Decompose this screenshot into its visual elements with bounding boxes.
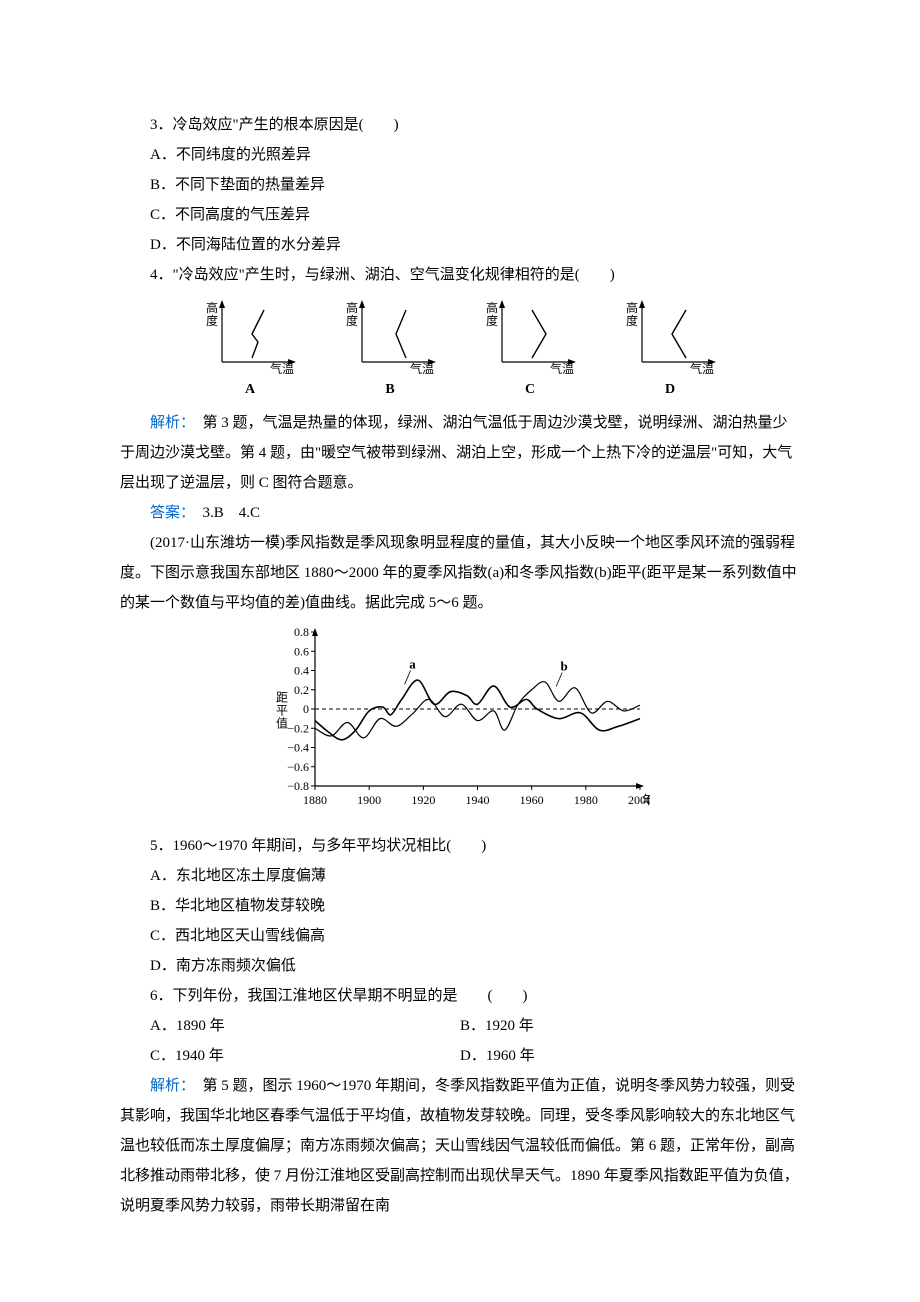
q6-options-1: A．1890 年 B．1920 年 [120, 1011, 800, 1041]
q5-option-b: B．华北地区植物发芽较晚 [120, 891, 800, 921]
q3-stem: 3．冷岛效应"产生的根本原因是( ) [120, 110, 800, 140]
svg-text:0.6: 0.6 [294, 644, 309, 658]
q4-figure-row: 高度气温 A 高度气温 B 高度气温 C 高度气温 D [120, 298, 800, 404]
q4-explain: 解析： 第 3 题，气温是热量的体现，绿洲、湖泊气温低于周边沙漠戈壁，说明绿洲、… [120, 408, 800, 498]
svg-text:−0.2: −0.2 [287, 721, 309, 735]
svg-text:−0.8: −0.8 [287, 779, 309, 793]
q6-option-c: C．1940 年 [120, 1041, 460, 1071]
q6-stem: 6．下列年份，我国江淮地区伏旱期不明显的是 ( ) [120, 981, 800, 1011]
svg-text:b: b [561, 659, 568, 674]
q4-stem: 4．"冷岛效应"产生时，与绿洲、湖泊、空气温变化规律相符的是( ) [120, 260, 800, 290]
svg-text:0.4: 0.4 [294, 664, 309, 678]
svg-text:度: 度 [486, 313, 498, 328]
svg-text:1900: 1900 [357, 793, 381, 807]
svg-text:高: 高 [206, 300, 218, 315]
mini-chart-label: B [335, 376, 445, 404]
q5-option-a: A．东北地区冻土厚度偏薄 [120, 861, 800, 891]
svg-text:值: 值 [276, 716, 288, 731]
svg-text:年份: 年份 [642, 793, 650, 807]
line-chart-container: −0.8 −0.6 −0.4 −0.2 0 0.2 0.4 0.6 0.8 1880 1900 192… [120, 624, 800, 825]
svg-text:−0.6: −0.6 [287, 760, 309, 774]
svg-text:a: a [409, 657, 416, 672]
mini-chart-b: 高度气温 B [335, 298, 445, 404]
svg-text:气温: 气温 [690, 361, 714, 374]
mini-chart-label: A [195, 376, 305, 404]
svg-text:度: 度 [206, 313, 218, 328]
mini-chart-svg: 高度气温 [340, 298, 440, 374]
q6-explain: 解析： 第 5 题，图示 1960～1970 年期间，冬季风指数距平值为正值，说… [120, 1071, 800, 1221]
svg-text:0.8: 0.8 [294, 625, 309, 639]
answer-text: 3.B 4.C [188, 505, 261, 521]
mini-chart-label: C [475, 376, 585, 404]
svg-text:平: 平 [276, 704, 288, 718]
mini-chart-svg: 高度气温 [620, 298, 720, 374]
svg-text:度: 度 [346, 313, 358, 328]
svg-text:度: 度 [626, 313, 638, 328]
mini-chart-d: 高度气温 D [615, 298, 725, 404]
svg-text:1980: 1980 [574, 793, 598, 807]
q6-options-2: C．1940 年 D．1960 年 [120, 1041, 800, 1071]
svg-text:距: 距 [276, 691, 288, 705]
q3-option-a: A．不同纬度的光照差异 [120, 140, 800, 170]
explain-text: 第 5 题，图示 1960～1970 年期间，冬季风指数距平值为正值，说明冬季风… [120, 1078, 799, 1214]
line-chart-svg: −0.8 −0.6 −0.4 −0.2 0 0.2 0.4 0.6 0.8 1880 1900 192… [270, 624, 650, 814]
q6-option-a: A．1890 年 [120, 1011, 460, 1041]
svg-text:气温: 气温 [270, 361, 294, 374]
mini-chart-c: 高度气温 C [475, 298, 585, 404]
q6-option-d: D．1960 年 [460, 1041, 800, 1071]
mini-chart-svg: 高度气温 [200, 298, 300, 374]
svg-text:高: 高 [346, 300, 358, 315]
q5-option-d: D．南方冻雨频次偏低 [120, 951, 800, 981]
svg-text:0.2: 0.2 [294, 683, 309, 697]
svg-text:−0.4: −0.4 [287, 741, 309, 755]
mini-chart-label: D [615, 376, 725, 404]
svg-text:1960: 1960 [520, 793, 544, 807]
explain-label: 解析： [150, 415, 188, 431]
answer-label: 答案： [150, 505, 188, 521]
svg-text:气温: 气温 [410, 361, 434, 374]
explain-text: 第 3 题，气温是热量的体现，绿洲、湖泊气温低于周边沙漠戈壁，说明绿洲、湖泊热量… [120, 415, 792, 491]
passage-text: (2017·山东潍坊一模)季风指数是季风现象明显程度的量值，其大小反映一个地区季… [120, 528, 800, 618]
q5-option-c: C．西北地区天山雪线偏高 [120, 921, 800, 951]
q3-option-b: B．不同下垫面的热量差异 [120, 170, 800, 200]
q3-option-d: D．不同海陆位置的水分差异 [120, 230, 800, 260]
q4-answer: 答案： 3.B 4.C [120, 498, 800, 528]
svg-text:0: 0 [303, 702, 309, 716]
svg-text:1920: 1920 [411, 793, 435, 807]
q5-stem: 5．1960～1970 年期间，与多年平均状况相比( ) [120, 831, 800, 861]
mini-chart-svg: 高度气温 [480, 298, 580, 374]
mini-chart-a: 高度气温 A [195, 298, 305, 404]
svg-text:高: 高 [486, 300, 498, 315]
svg-text:1880: 1880 [303, 793, 327, 807]
explain-label: 解析： [150, 1078, 188, 1094]
svg-text:1940: 1940 [466, 793, 490, 807]
svg-text:气温: 气温 [550, 361, 574, 374]
svg-text:高: 高 [626, 300, 638, 315]
q3-option-c: C．不同高度的气压差异 [120, 200, 800, 230]
q6-option-b: B．1920 年 [460, 1011, 800, 1041]
